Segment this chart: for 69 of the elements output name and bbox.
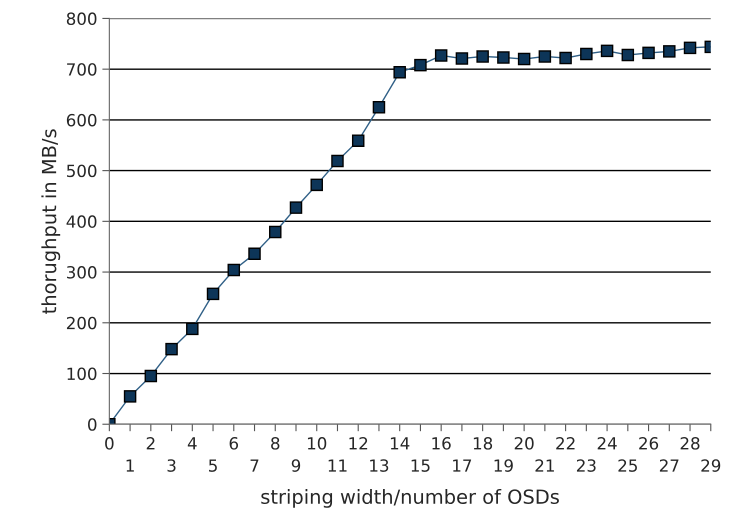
y-tick-label: 100 [68,367,96,380]
y-tick-label: 0 [88,418,96,431]
x-tick-label: 26 [639,437,658,450]
x-tick-label: 6 [230,437,238,450]
x-axis-title: striping width/number of OSDs [261,488,559,508]
x-tick-label: 3 [168,459,176,472]
x-tick-label: 25 [618,459,637,472]
x-tick-label: 0 [105,437,114,450]
y-tick-label: 500 [67,164,96,178]
x-tick-label: 7 [250,459,258,472]
point [290,201,302,214]
y-tick-label: 300 [67,266,96,279]
x-tick-label: 20 [514,437,534,450]
x-tick-label: 21 [535,459,554,472]
y-tick-label: 700 [67,63,96,76]
point [372,100,386,114]
point [310,178,323,192]
point [414,58,427,72]
x-tick-label: 13 [370,459,388,472]
point [580,48,593,60]
point [600,44,614,58]
x-tick-label: 16 [432,437,451,450]
y-tick-label: 800 [66,12,96,26]
x-tick-label: 1 [126,459,134,472]
y-tick-label: 400 [66,215,96,228]
x-tick-label: 28 [680,437,700,450]
y-axis-title: thorughput in MB/s [41,129,60,314]
x-tick-label: 11 [328,459,347,472]
point [206,288,220,300]
x-tick-label: 2 [146,437,154,450]
x-tick-label: 15 [412,459,430,472]
x-tick-label: 23 [576,459,596,472]
point [684,42,696,54]
point [331,154,344,168]
point [269,226,282,238]
y-tick-label: 200 [66,316,96,330]
point [228,264,240,276]
x-tick-label: 29 [701,459,720,472]
x-tick-label: 9 [292,459,300,472]
x-tick-label: 10 [308,437,326,450]
x-tick-label: 27 [660,459,678,472]
point [165,342,178,356]
y-tick-label: 600 [66,114,96,126]
point [476,50,489,63]
point [663,45,676,58]
x-tick-label: 4 [188,437,197,450]
point [538,50,552,63]
point [393,66,406,78]
point [434,49,448,62]
point [497,51,510,64]
x-tick-label: 19 [494,459,513,472]
x-tick-label: 17 [453,459,472,472]
point [124,390,136,403]
point [559,52,572,64]
point [352,134,364,147]
point [248,248,261,260]
point [456,52,468,65]
point [622,48,634,62]
point [518,52,530,66]
x-tick-label: 14 [390,437,410,450]
x-tick-label: 8 [271,437,280,450]
x-tick-label: 18 [474,437,492,450]
x-tick-label: 24 [598,437,617,450]
point [144,370,158,382]
point [642,46,655,60]
x-tick-label: 22 [556,437,575,450]
point [186,322,199,336]
x-tick-label: 5 [209,459,217,472]
x-tick-label: 12 [349,437,368,450]
